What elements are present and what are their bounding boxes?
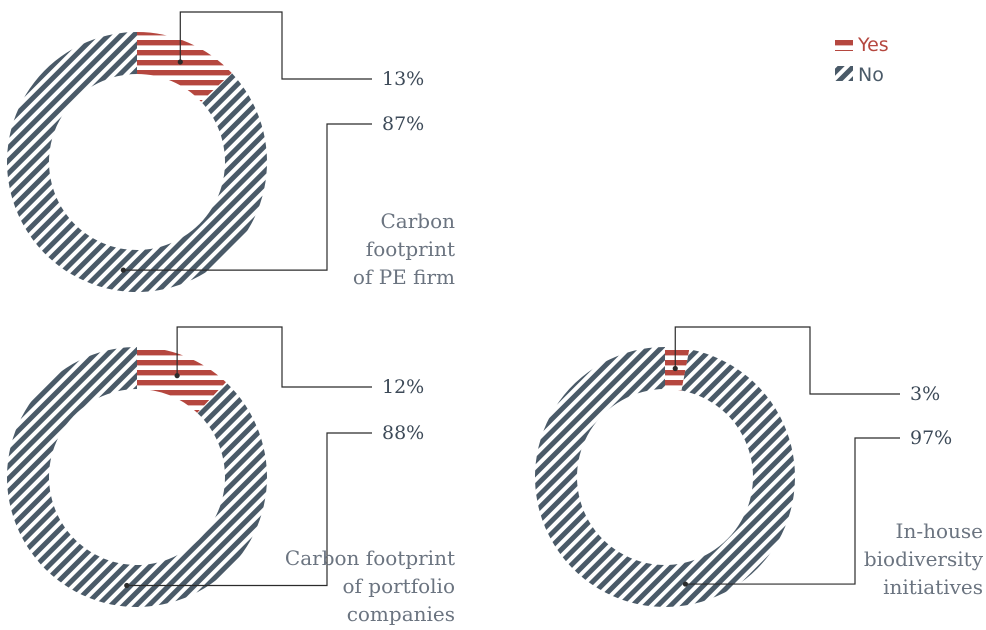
chart-title-line: biodiversity bbox=[864, 547, 984, 571]
chart-title-line: of PE firm bbox=[353, 265, 455, 289]
chart-title-line: of portfolio bbox=[342, 574, 455, 598]
leader-line-no bbox=[126, 432, 372, 587]
legend-swatch-no bbox=[835, 66, 853, 81]
legend-item-no: No bbox=[835, 64, 884, 86]
slice-label-no: 97% bbox=[910, 427, 952, 449]
slice-label-yes: 3% bbox=[910, 383, 940, 405]
leader-dot-no bbox=[682, 581, 689, 587]
legend-swatch-yes bbox=[835, 36, 853, 51]
donut-carbon-footprint-portfolio: 12% 88% Carbon footprint of portfolio compan… bbox=[6, 326, 455, 626]
slice-label-yes: 12% bbox=[382, 376, 424, 398]
chart-title-line: footprint bbox=[366, 237, 455, 261]
donut-slice-yes bbox=[137, 32, 232, 102]
slice-label-no: 87% bbox=[382, 113, 424, 135]
leader-dot-no bbox=[124, 582, 130, 589]
leader-dot-yes bbox=[174, 373, 180, 379]
chart-title-line: Carbon footprint bbox=[285, 546, 455, 570]
legend-label-no: No bbox=[858, 64, 884, 86]
donut-biodiversity-initiatives: 3% 97% In-house biodiversity initiatives bbox=[535, 326, 984, 607]
chart-title-line: Carbon bbox=[380, 209, 455, 233]
chart-title-line: In-house bbox=[896, 519, 983, 543]
donut-slice-no bbox=[6, 32, 267, 293]
leader-line-yes bbox=[674, 326, 900, 395]
leader-dot-yes bbox=[177, 59, 183, 65]
chart-title-line: initiatives bbox=[883, 575, 983, 599]
legend-label-yes: Yes bbox=[857, 34, 889, 56]
slice-label-yes: 13% bbox=[382, 68, 424, 90]
legend-item-yes: Yes bbox=[835, 34, 889, 56]
slice-label-no: 88% bbox=[382, 422, 424, 444]
leader-line-yes bbox=[179, 11, 372, 80]
leader-line-yes bbox=[176, 326, 372, 388]
donut-slice-yes bbox=[137, 347, 226, 413]
donut-carbon-footprint-pe-firm: 13% 87% Carbon footprint of PE firm bbox=[6, 11, 455, 293]
leader-dot-yes bbox=[672, 365, 678, 372]
leader-dot-no bbox=[120, 267, 126, 273]
legend: Yes No bbox=[835, 34, 889, 86]
leader-line-no bbox=[123, 123, 372, 271]
leader-line-no bbox=[685, 437, 900, 585]
chart-title-line: companies bbox=[347, 602, 455, 626]
donut-slice-no bbox=[6, 347, 268, 608]
donut-slice-no bbox=[535, 347, 796, 607]
